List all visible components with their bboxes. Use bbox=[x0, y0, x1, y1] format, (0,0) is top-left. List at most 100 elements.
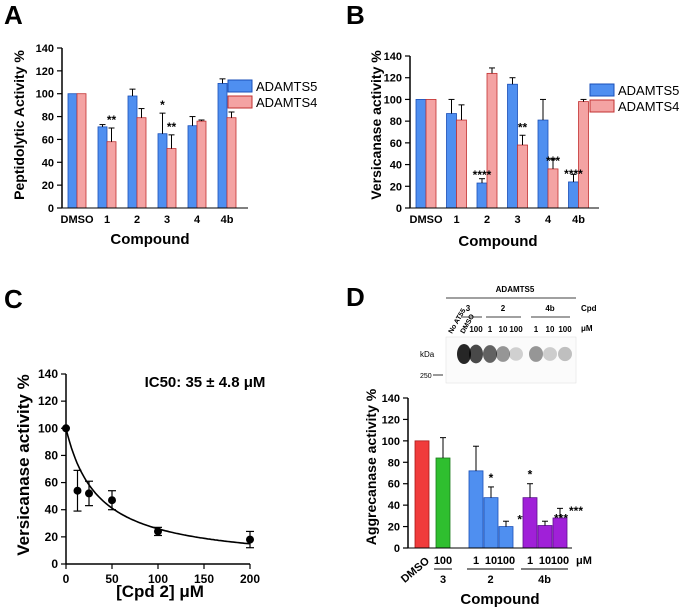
panel-c-xlabel: [Cpd 2] μM bbox=[116, 582, 204, 601]
panel-d-y-tick-label: 0 bbox=[394, 543, 400, 555]
panel-a-y-tick-label: 20 bbox=[42, 180, 54, 192]
panel-d-x-tick-label: 10 bbox=[539, 555, 551, 567]
panel-d-significance: ** bbox=[517, 513, 527, 527]
blot-band bbox=[529, 346, 543, 362]
panel-d-x-tick-label: 100 bbox=[551, 555, 569, 567]
panel-a-legend-label: ADAMTS5 bbox=[256, 79, 317, 94]
panel-c-data-point bbox=[154, 527, 162, 536]
panel-b-y-tick-label: 20 bbox=[390, 181, 402, 193]
panel-a-y-tick-label: 140 bbox=[36, 43, 54, 55]
blot-band bbox=[496, 346, 510, 362]
panel-b-bar-adamts4-4 bbox=[547, 168, 559, 209]
panel-a-legend-swatch bbox=[227, 79, 253, 93]
panel-b-y-tick-label: 60 bbox=[390, 138, 402, 150]
blot-group-label: 2 bbox=[501, 304, 506, 313]
blot-band bbox=[483, 345, 497, 363]
blot-band bbox=[558, 346, 572, 362]
panel-c-chart: Versicanase activity % [Cpd 2] μM IC50: … bbox=[14, 367, 265, 601]
panel-d-unit-label: μM bbox=[576, 555, 592, 567]
panel-c-fit-curve bbox=[65, 428, 251, 545]
panel-d-y-tick-label: 120 bbox=[382, 414, 400, 426]
panel-d-x-tick-label: DMSO bbox=[399, 555, 432, 586]
panel-a-x-tick-label: 1 bbox=[104, 214, 110, 226]
panel-d-significance: *** bbox=[569, 504, 583, 518]
panel-c-y-tick-label: 20 bbox=[45, 530, 59, 544]
panel-a-legend-swatch bbox=[227, 95, 253, 109]
panel-c-data-point bbox=[85, 489, 93, 498]
panel-a-legend-label: ADAMTS4 bbox=[256, 95, 317, 110]
panel-d-y-tick-label: 60 bbox=[388, 479, 400, 491]
panel-c-x-tick-label: 50 bbox=[105, 572, 119, 586]
panel-c-x-tick-label: 200 bbox=[240, 572, 260, 586]
panel-d-x-tick-label: 10 bbox=[485, 555, 497, 567]
panel-b-legend-swatch bbox=[589, 83, 615, 97]
panel-b-legend-swatch bbox=[589, 99, 615, 113]
panel-d-chart: Aggrecanase activity % Compound 0 20 40 60 8… bbox=[363, 388, 592, 608]
blot-group-label: 4b bbox=[545, 304, 554, 313]
panel-a-bar-adamts4-3 bbox=[166, 148, 177, 209]
blot-band bbox=[457, 344, 471, 364]
panel-d-x-tick-label: 100 bbox=[497, 555, 515, 567]
panel-b-bar-adamts4-1 bbox=[456, 119, 467, 209]
panel-b-bar-adamts4-dmso bbox=[425, 99, 437, 209]
panel-c-data-point bbox=[62, 424, 70, 433]
panel-c-data-point bbox=[108, 496, 116, 505]
blot-band bbox=[543, 347, 557, 361]
blot-lane-label: 100 bbox=[469, 325, 483, 334]
panel-c-y-tick-label: 80 bbox=[45, 448, 59, 462]
panel-c-y-tick-label: 100 bbox=[38, 421, 58, 435]
panel-c-ylabel: Versicanase activity % bbox=[14, 374, 33, 555]
panel-b-legend-label: ADAMTS5 bbox=[618, 83, 679, 98]
panel-a-significance: ** bbox=[107, 113, 117, 127]
panel-a-xlabel: Compound bbox=[110, 231, 189, 248]
panel-b-legend-label: ADAMTS4 bbox=[618, 99, 679, 114]
panel-a-bar-adamts5-4b bbox=[217, 83, 228, 209]
panel-b-y-tick-label: 140 bbox=[384, 51, 402, 63]
panel-d-bar-dmso-DMSO bbox=[414, 440, 430, 549]
panel-d-bar-2-100 bbox=[498, 526, 514, 549]
panel-b-significance: ** bbox=[518, 120, 528, 134]
blot-lane-label: 100 bbox=[509, 325, 523, 334]
panel-d-bar-2-1 bbox=[468, 470, 484, 549]
panel-d-x-tick-label: 1 bbox=[527, 555, 533, 567]
blot-lane-label: 1 bbox=[534, 325, 539, 334]
panel-a-bar-adamts5-3 bbox=[157, 133, 168, 209]
blot-lane-label: 100 bbox=[558, 325, 572, 334]
panel-b-bar-adamts4-3 bbox=[517, 144, 528, 209]
blot-cpd-label: Cpd bbox=[581, 304, 597, 313]
panel-a-x-tick-label: 2 bbox=[134, 214, 140, 226]
panel-c-y-tick-label: 0 bbox=[51, 557, 58, 571]
panel-c-data-point bbox=[246, 535, 254, 544]
panel-d-xlabel: Compound bbox=[460, 591, 539, 608]
panel-a-bar-adamts4-4b bbox=[226, 117, 237, 209]
panel-a-chart: Peptidolytic Activity % Compound 0 20 40 60… bbox=[11, 43, 317, 248]
panel-b-chart: Versicanase activity % Compound 0 20 40 60 8… bbox=[368, 50, 679, 250]
panel-letter-c: C bbox=[4, 284, 23, 314]
panel-d-group-label: 4b bbox=[538, 574, 551, 586]
panel-d-significance: * bbox=[528, 468, 533, 482]
panel-b-bar-adamts4-4b bbox=[578, 101, 589, 209]
panel-b-x-tick-label: 3 bbox=[514, 214, 520, 226]
panel-d-ylabel: Aggrecanase activity % bbox=[363, 388, 379, 545]
panel-d-bar-4b-100 bbox=[552, 517, 568, 549]
panel-c-y-tick-label: 60 bbox=[45, 476, 59, 490]
panel-b-bar-adamts5-4b bbox=[568, 181, 579, 209]
panel-d-y-tick-label: 140 bbox=[382, 393, 400, 405]
panel-d-bar-2-10 bbox=[483, 497, 499, 549]
blot-lane-label: 10 bbox=[546, 325, 555, 334]
panel-a-bar-adamts5-1 bbox=[97, 126, 108, 209]
panel-d-y-tick-label: 80 bbox=[388, 457, 400, 469]
panel-b-bar-adamts5-2 bbox=[476, 182, 488, 209]
blot-marker-250: 250 bbox=[420, 373, 432, 380]
blot-unit-label: μM bbox=[581, 324, 593, 333]
panel-a-significance: ** bbox=[167, 120, 177, 134]
panel-a-bar-adamts4-1 bbox=[106, 141, 117, 209]
panel-a-x-tick-label: 3 bbox=[164, 214, 170, 226]
panel-a-y-tick-label: 0 bbox=[48, 203, 54, 215]
panel-c-x-tick-label: 0 bbox=[63, 572, 70, 586]
blot-title: ADAMTS5 bbox=[496, 285, 535, 294]
panel-b-y-tick-label: 40 bbox=[390, 160, 402, 172]
panel-b-x-tick-label: 1 bbox=[453, 214, 459, 226]
